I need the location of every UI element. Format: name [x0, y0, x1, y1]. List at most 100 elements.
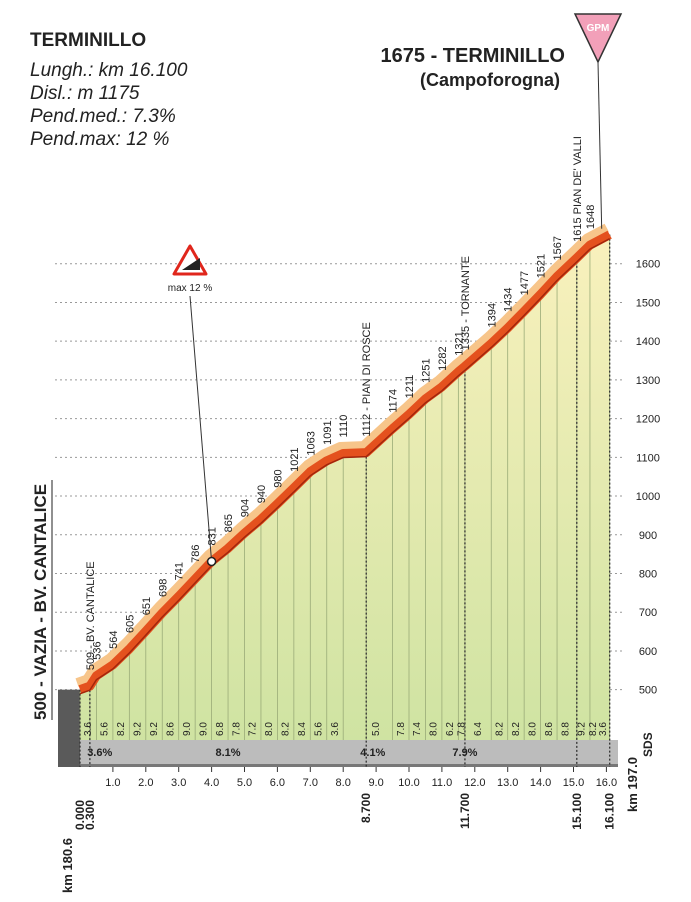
segment-gradient: 9.2: [133, 722, 144, 736]
segment-gradient: 3.6: [83, 722, 94, 736]
climb-stat: Disl.: m 1175: [30, 83, 140, 104]
segment-gradient: 8.6: [165, 722, 176, 736]
altitude-label: 1174: [388, 389, 400, 413]
altitude-label: 1394: [486, 303, 498, 327]
altitude-label: 1091: [322, 420, 334, 444]
segment-gradient: 7.8: [457, 722, 468, 736]
max-gradient-label: max 12 %: [168, 283, 213, 294]
x-tick-label: 8.0: [336, 777, 351, 789]
altitude-label: 831: [207, 527, 219, 545]
altitude-label: 698: [157, 579, 169, 597]
segment-gradient: 9.0: [198, 722, 209, 736]
y-tick-label: 1600: [636, 259, 660, 271]
left-wall: [58, 689, 80, 767]
base-band: [58, 740, 618, 764]
km-marker-label: 11.700: [458, 793, 472, 829]
segment-gradient: 8.2: [281, 722, 292, 736]
altitude-label: 605: [124, 615, 136, 633]
x-tick-label: 2.0: [138, 777, 153, 789]
km-marker-label: 0.000: [73, 800, 87, 830]
altitude-label: 536: [91, 641, 103, 659]
altitude-label: 509 - BV. CANTALICE: [85, 561, 97, 670]
segment-gradient: 8.2: [116, 722, 127, 736]
altitude-label: 741: [174, 562, 186, 580]
segment-gradient: 3.6: [330, 722, 341, 736]
summit-subtitle: (Campoforogna): [420, 70, 560, 90]
altitude-label: 1477: [519, 271, 531, 295]
y-tick-label: 600: [639, 646, 657, 658]
altitude-label: 1521: [536, 254, 548, 278]
km-marker-label: 0.300: [83, 800, 97, 830]
summit-label: 1675 - TERMINILLO: [381, 45, 565, 67]
segment-gradient: 5.6: [314, 722, 325, 736]
km-marker-label: 15.100: [570, 793, 584, 830]
segment-gradient: 7.2: [248, 722, 259, 736]
segment-gradient: 8.6: [544, 722, 555, 736]
base-edge: [58, 764, 618, 767]
average-gradient: 4.1%: [360, 747, 385, 759]
x-tick-label: 7.0: [303, 777, 318, 789]
segment-gradient: 9.0: [182, 722, 193, 736]
climb-title: TERMINILLO: [30, 30, 146, 51]
segment-gradient: 7.4: [412, 722, 423, 736]
altitude-label: 1335 - TORNANTE: [460, 256, 472, 350]
x-tick-label: 16.0: [596, 777, 617, 789]
x-tick-label: 4.0: [204, 777, 219, 789]
x-tick-label: 12.0: [464, 777, 485, 789]
y-tick-label: 900: [639, 530, 657, 542]
y-tick-label: 700: [639, 607, 657, 619]
altitude-label: 1615 PIAN DE' VALLI: [572, 136, 584, 242]
altitude-label: 1211: [404, 375, 416, 399]
x-tick-label: 3.0: [171, 777, 186, 789]
segment-gradient: 6.2: [445, 722, 456, 736]
max-gradient-icon: [182, 258, 200, 270]
x-tick-label: 11.0: [432, 777, 453, 789]
altitude-label: 980: [272, 469, 284, 487]
climb-stat: Pend.med.: 7.3%: [30, 106, 176, 127]
x-tick-label: 9.0: [368, 777, 383, 789]
y-tick-label: 1200: [636, 414, 660, 426]
x-tick-label: 6.0: [270, 777, 285, 789]
y-tick-label: 1300: [636, 375, 660, 387]
max-gradient-pointer: [189, 295, 213, 562]
y-tick-label: 1000: [636, 491, 660, 503]
y-tick-label: 500: [639, 685, 657, 697]
altitude-label: 1282: [437, 346, 449, 370]
y-tick-label: 1400: [636, 336, 660, 348]
altitude-label: 651: [141, 597, 153, 615]
segment-gradient: 8.0: [264, 722, 275, 736]
altitude-label: 1021: [289, 447, 301, 471]
km-marker-label: 8.700: [359, 793, 373, 823]
average-gradient: 3.6%: [87, 747, 112, 759]
segment-gradient: 8.0: [429, 722, 440, 736]
road: [78, 230, 612, 694]
segment-gradient: 8.2: [511, 722, 522, 736]
average-gradient: 7.9%: [452, 747, 477, 759]
altitude-label: 1112 - PIAN DI ROSCE: [361, 322, 373, 437]
segment-gradient: 8.4: [297, 722, 308, 736]
profile-layer: [58, 223, 618, 772]
road-top: [75, 223, 609, 687]
average-gradient: 8.1%: [216, 747, 241, 759]
start-km-label: km 180.6: [60, 838, 75, 893]
x-tick-label: 10.0: [398, 777, 419, 789]
segment-gradient: 3.6: [598, 722, 609, 736]
segment-gradient: 9.2: [577, 722, 588, 736]
altitude-label: 1567: [552, 236, 564, 260]
altitude-label: 904: [240, 499, 252, 517]
climb-stat: Pend.max: 12 %: [30, 129, 170, 150]
altitude-label: 1110: [338, 415, 350, 438]
segment-gradient: 9.2: [149, 722, 160, 736]
segment-gradient: 6.4: [473, 722, 484, 736]
label-layer: TERMINILLO Lungh.: km 16.100 Disl.: m 11…: [30, 13, 660, 893]
altitude-label: 940: [256, 485, 268, 503]
x-tick-label: 1.0: [105, 777, 120, 789]
end-km-label: km 197.0: [625, 757, 640, 812]
altitude-label: 786: [190, 545, 202, 563]
x-tick-label: 13.0: [497, 777, 518, 789]
x-tick-label: 15.0: [563, 777, 584, 789]
altitude-label: 865: [223, 514, 235, 532]
y-tick-label: 800: [639, 568, 657, 580]
max-gradient-point: [206, 556, 217, 567]
